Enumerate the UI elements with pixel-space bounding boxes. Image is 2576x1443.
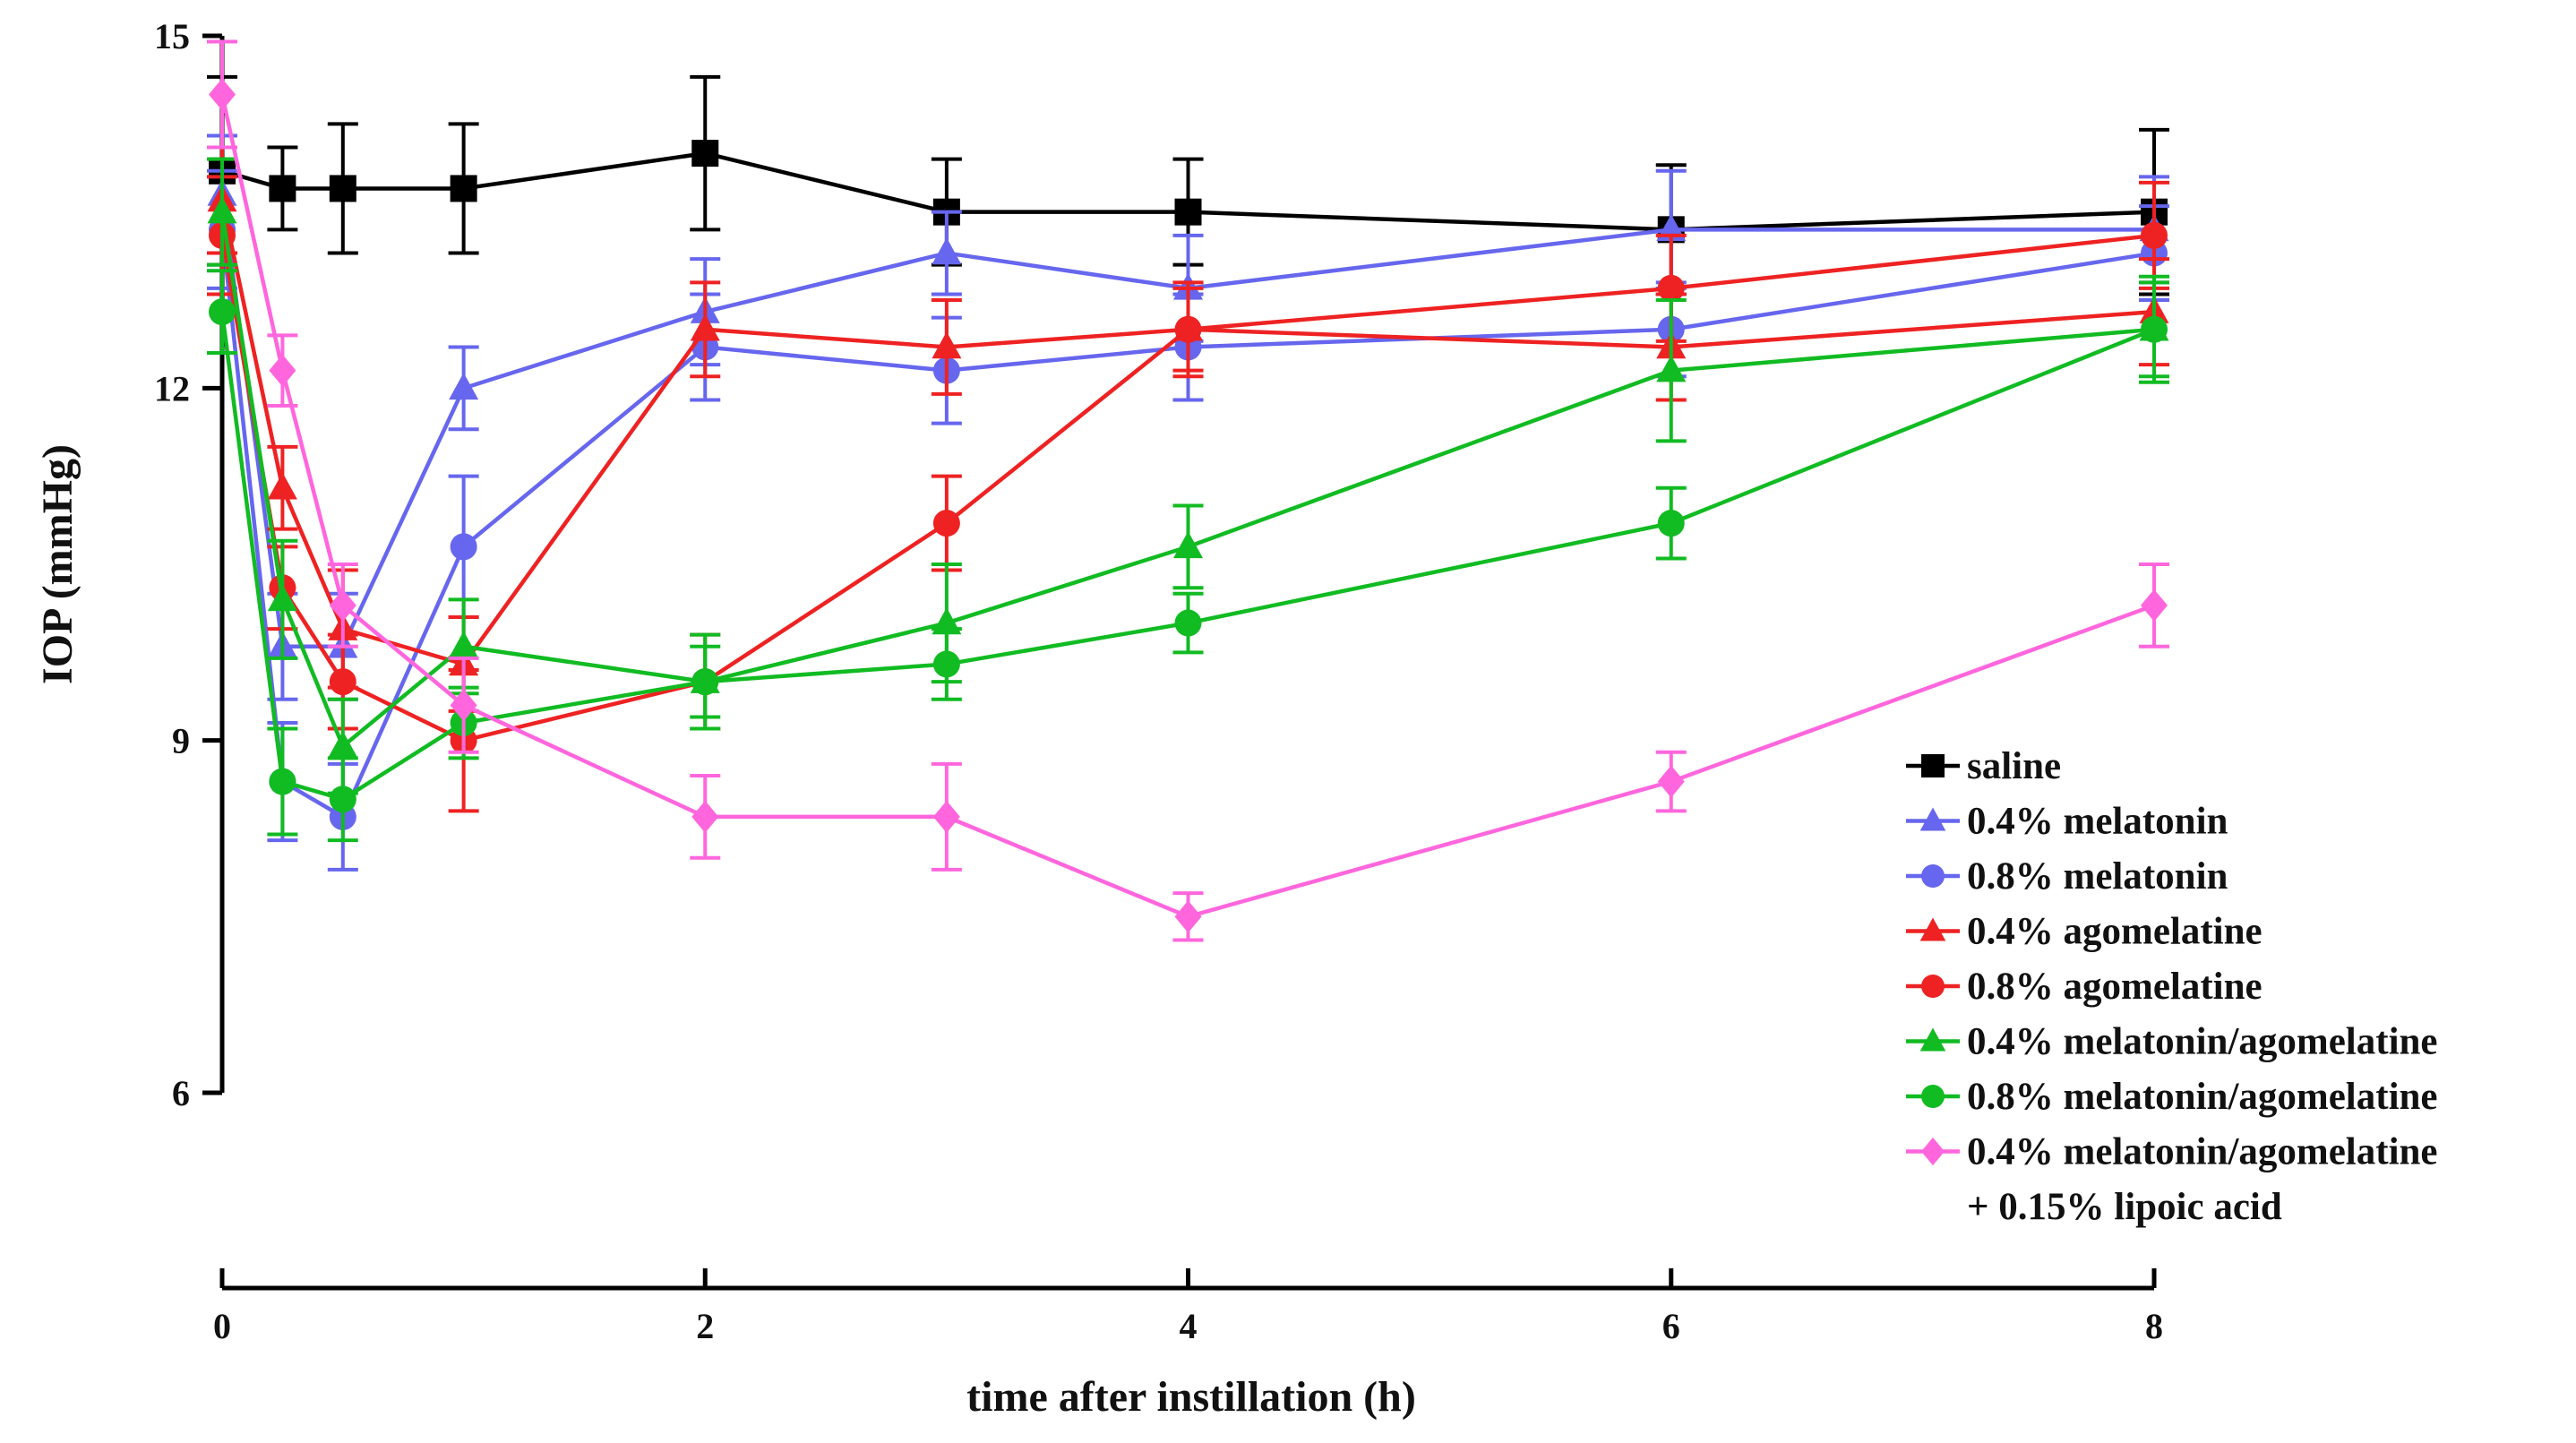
legend-label: 0.8% melatonin/agomelatine: [1967, 1076, 2438, 1118]
legend-label: 0.4% melatonin: [1967, 801, 2228, 843]
series-7: [207, 39, 2169, 942]
y-axis-ticks: 6 9 12 15: [154, 16, 222, 1113]
x-axis-title: time after instillation (h): [966, 1373, 1416, 1421]
data-point: [1173, 531, 1203, 559]
legend-label: 0.8% melatonin: [1967, 855, 2228, 898]
data-point: [2141, 588, 2168, 622]
data-point: [932, 800, 960, 833]
legend-label-line: 0.8% agomelatine: [1967, 966, 2263, 1008]
legend-label: 0.4% melatonin/agomelatine: [1967, 1021, 2438, 1063]
legend-label: saline: [1967, 745, 2061, 787]
legend-label-line: 0.8% melatonin: [1967, 855, 2228, 898]
legend-marker: [1919, 1027, 1946, 1052]
x-tick-label: 6: [1662, 1306, 1680, 1346]
data-point: [269, 354, 296, 387]
y-tick-label: 12: [154, 368, 190, 408]
axes: 6 9 12 15 0 2 4 6 8: [154, 16, 2163, 1346]
data-point: [2141, 221, 2168, 249]
legend-item-2: 0.8% melatonin: [1906, 855, 2228, 898]
data-point: [1174, 315, 1202, 343]
legend-label-line: 0.8% melatonin/agomelatine: [1967, 1076, 2438, 1118]
data-point: [449, 631, 479, 658]
data-point: [449, 373, 479, 400]
data-point: [1656, 355, 1687, 382]
data-point: [1174, 900, 1202, 933]
data-point: [691, 140, 719, 167]
legend-item-0: saline: [1906, 745, 2061, 787]
data-series: [207, 39, 2169, 942]
legend-marker: [1921, 864, 1945, 888]
legend-label-line: 0.4% melatonin/agomelatine: [1967, 1021, 2438, 1063]
data-point: [209, 78, 236, 111]
legend-item-3: 0.4% agomelatine: [1906, 911, 2263, 953]
legend: saline 0.4% melatonin 0.8% melatonin 0.4% a…: [1906, 745, 2438, 1228]
data-point: [932, 237, 962, 265]
data-point: [1657, 510, 1685, 537]
data-point: [932, 331, 962, 359]
legend-item-7: 0.4% melatonin/agomelatine + 0.15% lipoic…: [1906, 1131, 2438, 1229]
data-point: [269, 768, 296, 795]
legend-item-4: 0.8% agomelatine: [1906, 966, 2263, 1008]
y-tick-label: 9: [172, 721, 190, 761]
y-tick-label: 15: [154, 16, 190, 56]
legend-marker: [1919, 807, 1946, 831]
y-tick-label: 6: [172, 1073, 190, 1113]
x-axis-ticks: 0 2 4 6 8: [213, 1268, 2163, 1346]
y-axis-title: IOP (mmHg): [34, 444, 82, 684]
legend-marker: [1921, 754, 1945, 777]
legend-label-line: 0.4% melatonin/agomelatine: [1967, 1131, 2438, 1173]
data-point: [267, 472, 297, 500]
data-point: [328, 730, 358, 758]
data-point: [267, 584, 297, 612]
data-point: [329, 588, 356, 622]
data-point: [2141, 315, 2168, 343]
legend-label: 0.8% agomelatine: [1967, 966, 2263, 1008]
legend-item-6: 0.8% melatonin/agomelatine: [1906, 1076, 2438, 1118]
data-point: [1174, 609, 1202, 637]
legend-item-5: 0.4% melatonin/agomelatine: [1906, 1021, 2438, 1063]
legend-marker: [1921, 975, 1945, 998]
series-6: [207, 269, 2169, 843]
data-point: [690, 314, 720, 341]
legend-label-line: 0.4% agomelatine: [1967, 911, 2263, 953]
data-point: [329, 668, 356, 696]
legend-label: 0.4% melatonin/agomelatine + 0.15% lipoic…: [1967, 1131, 2438, 1229]
data-point: [450, 533, 477, 561]
x-tick-label: 0: [213, 1306, 231, 1346]
data-point: [1174, 198, 1202, 226]
legend-marker: [1919, 917, 1946, 941]
data-point: [691, 668, 719, 696]
legend-label: 0.4% agomelatine: [1967, 911, 2263, 953]
data-point: [450, 175, 477, 202]
data-point: [209, 298, 236, 326]
data-point: [269, 175, 296, 202]
x-tick-label: 2: [696, 1306, 714, 1346]
data-point: [1657, 765, 1685, 798]
data-point: [207, 196, 237, 224]
data-point: [691, 800, 719, 833]
legend-label-line: saline: [1967, 745, 2061, 787]
data-point: [329, 786, 356, 813]
legend-label-line: + 0.15% lipoic acid: [1967, 1186, 2282, 1228]
data-point: [450, 689, 477, 722]
x-tick-label: 4: [1180, 1306, 1198, 1346]
data-point: [329, 175, 356, 202]
legend-label-line: 0.4% melatonin: [1967, 801, 2228, 843]
data-point: [1657, 274, 1685, 302]
x-tick-label: 8: [2145, 1306, 2163, 1346]
data-point: [932, 650, 960, 678]
data-point: [932, 510, 960, 537]
legend-marker: [1921, 1137, 1945, 1166]
legend-item-1: 0.4% melatonin: [1906, 801, 2228, 843]
legend-marker: [1921, 1085, 1945, 1108]
